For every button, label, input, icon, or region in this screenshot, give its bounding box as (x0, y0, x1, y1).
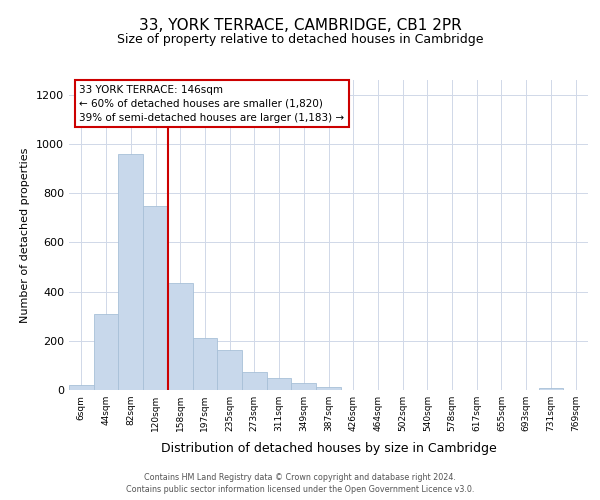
Bar (143, 206, 168, 390)
Text: Contains HM Land Registry data © Crown copyright and database right 2024.
Contai: Contains HM Land Registry data © Crown c… (126, 472, 474, 494)
Bar (168, 283, 193, 390)
Text: 33 YORK TERRACE: 146sqm
← 60% of detached houses are smaller (1,820)
39% of semi: 33 YORK TERRACE: 146sqm ← 60% of detache… (79, 84, 344, 122)
Bar (316, 386, 341, 390)
Bar (217, 350, 242, 390)
Text: 33, YORK TERRACE, CAMBRIDGE, CB1 2PR: 33, YORK TERRACE, CAMBRIDGE, CB1 2PR (139, 18, 461, 32)
Bar (193, 338, 217, 390)
Y-axis label: Number of detached properties: Number of detached properties (20, 148, 31, 322)
Text: Size of property relative to detached houses in Cambridge: Size of property relative to detached ho… (117, 32, 483, 46)
Bar (242, 372, 267, 390)
Bar (69, 385, 94, 390)
Bar (292, 382, 316, 390)
Bar (118, 154, 143, 390)
Bar (267, 378, 292, 390)
Bar (539, 388, 563, 390)
Bar (94, 314, 118, 390)
X-axis label: Distribution of detached houses by size in Cambridge: Distribution of detached houses by size … (161, 442, 496, 456)
